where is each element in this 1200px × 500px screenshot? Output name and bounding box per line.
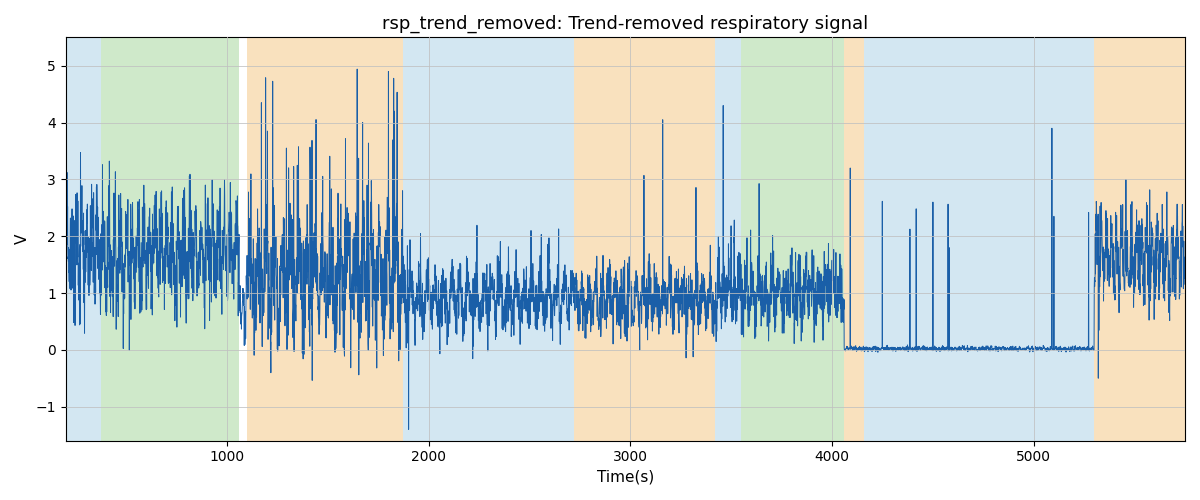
Y-axis label: V: V [16, 234, 30, 244]
Bar [247, 38, 402, 440]
Bar [402, 38, 574, 440]
Bar [715, 38, 742, 440]
Bar [742, 38, 844, 440]
X-axis label: Time(s): Time(s) [596, 470, 654, 485]
Bar [844, 38, 864, 440]
Title: rsp_trend_removed: Trend-removed respiratory signal: rsp_trend_removed: Trend-removed respira… [383, 15, 869, 34]
Bar [101, 38, 239, 440]
Bar [574, 38, 715, 440]
Bar [864, 38, 1094, 440]
Bar [66, 38, 101, 440]
Bar [1094, 38, 1186, 440]
